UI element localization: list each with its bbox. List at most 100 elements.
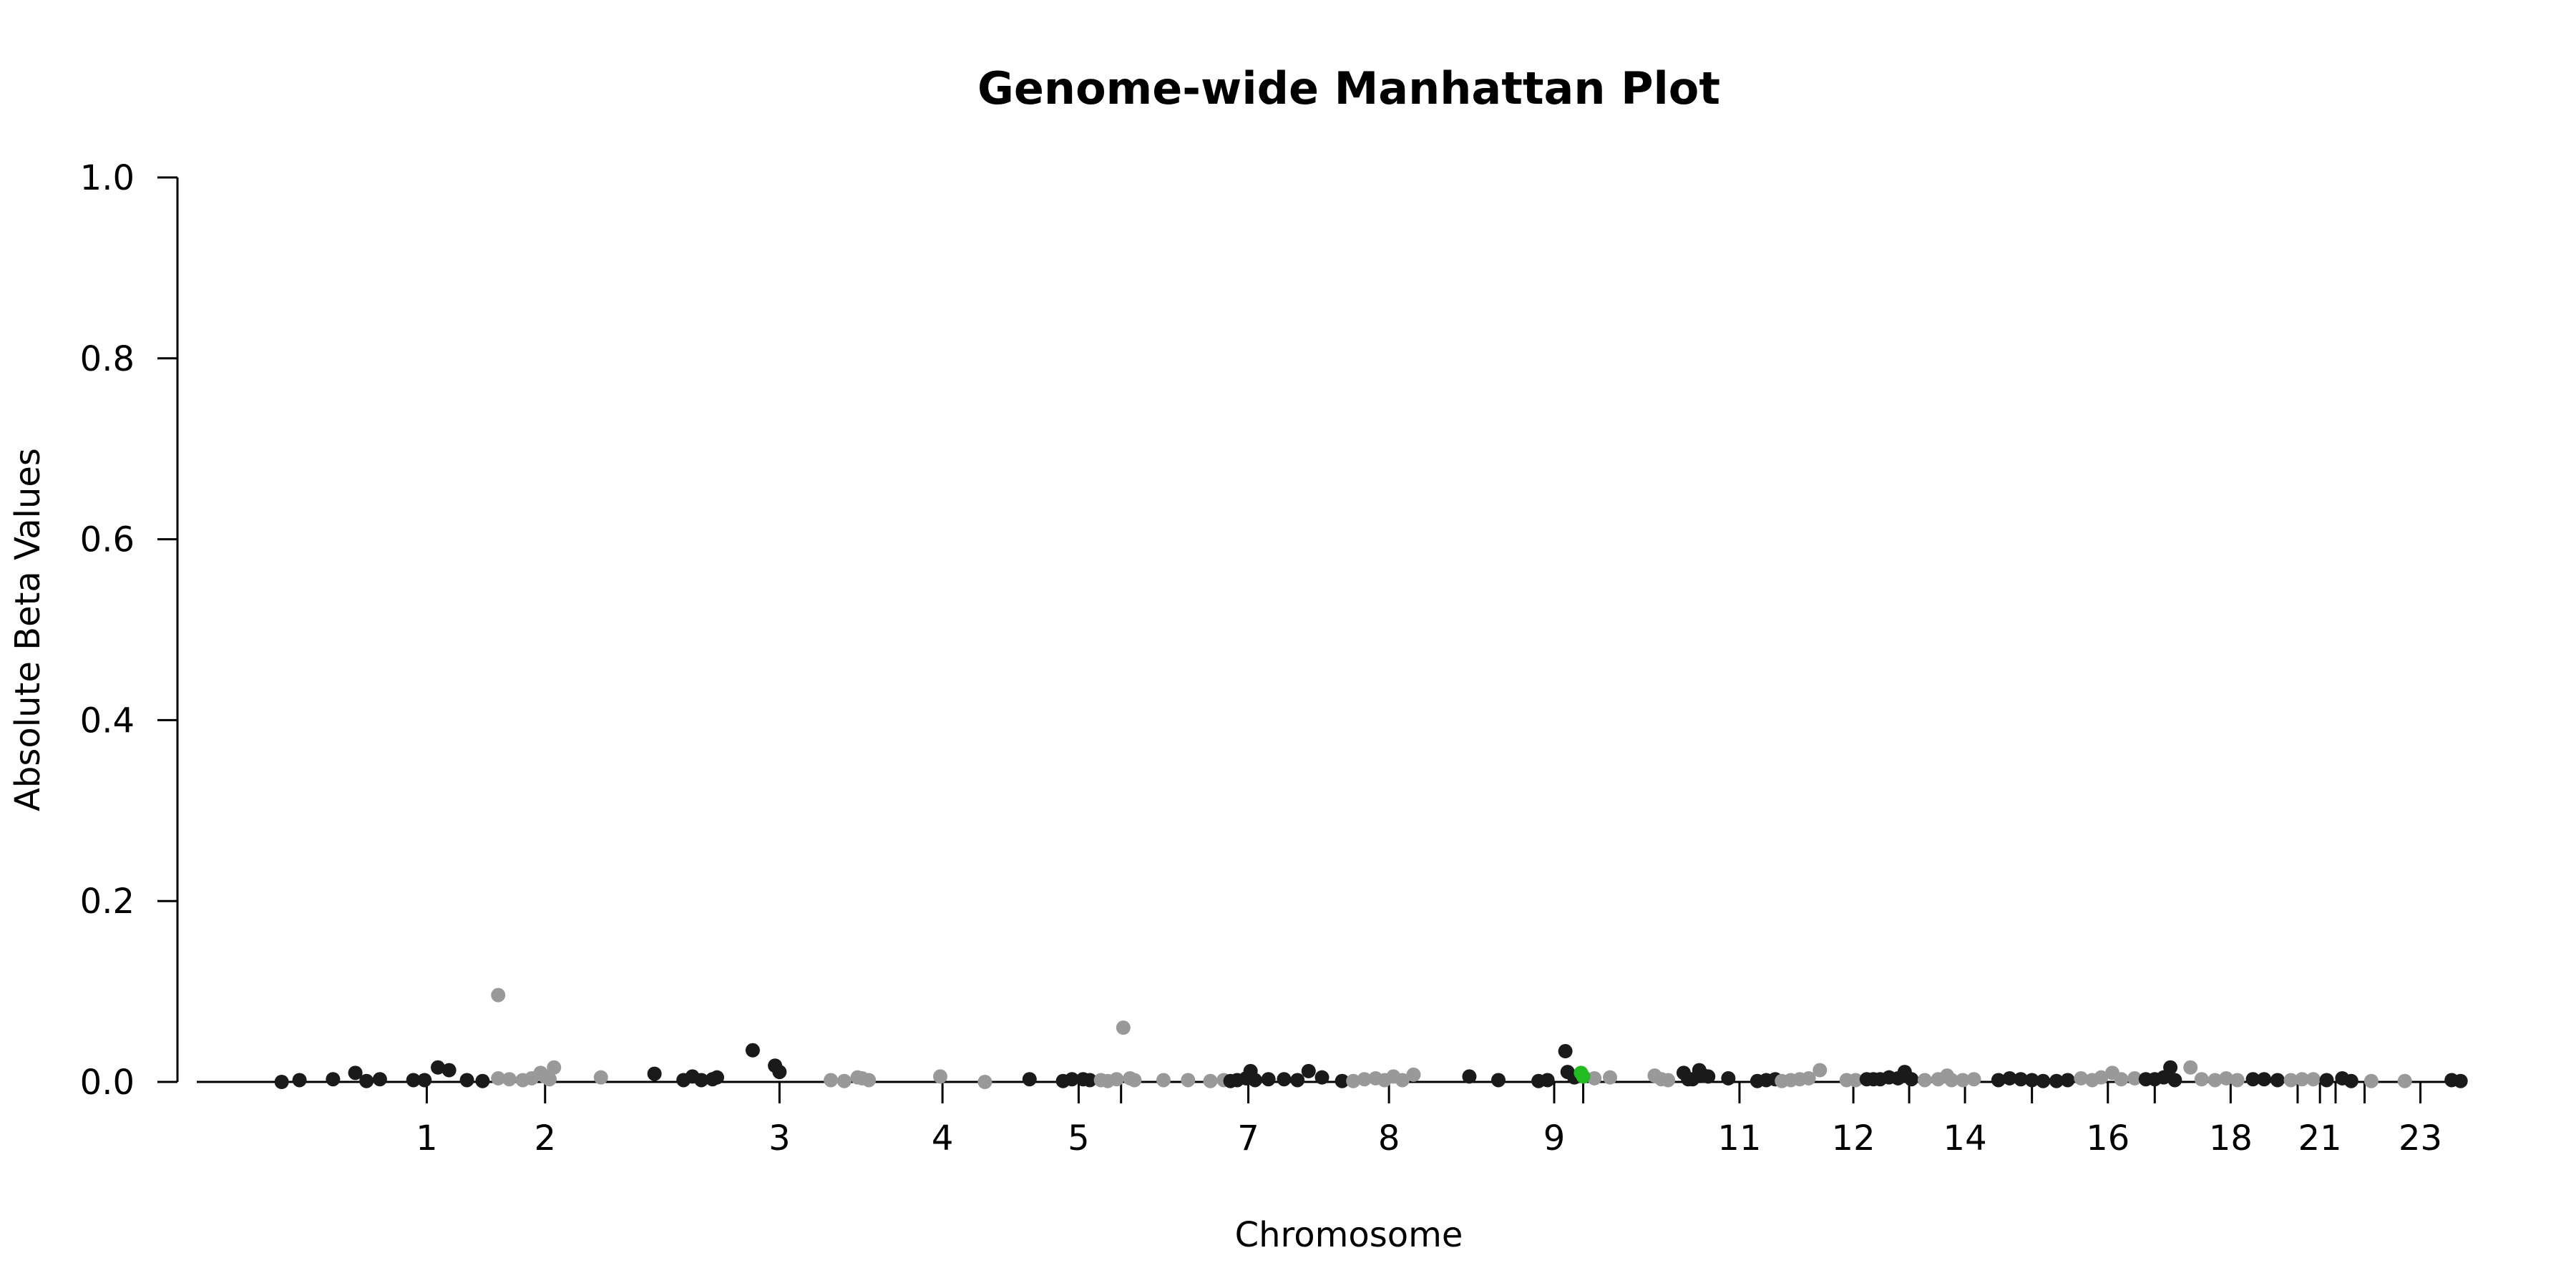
data-point <box>274 1075 289 1089</box>
data-point <box>836 1073 852 1088</box>
y-tick-label: 1.0 <box>80 158 135 198</box>
data-point <box>2002 1070 2017 1085</box>
data-point <box>2127 1070 2142 1085</box>
data-point <box>1181 1073 1196 1088</box>
x-tick-label: 2 <box>534 1118 556 1158</box>
data-point <box>542 1072 557 1087</box>
x-tick-label: 9 <box>1543 1118 1566 1158</box>
data-point <box>1335 1073 1350 1088</box>
data-point <box>1462 1069 1477 1084</box>
y-tick-label: 0.2 <box>80 882 135 922</box>
data-point <box>1301 1063 1316 1078</box>
data-point <box>2163 1060 2178 1075</box>
data-point <box>1966 1072 1981 1087</box>
data-point <box>1083 1073 1098 1088</box>
chart-title: Genome-wide Manhattan Plot <box>977 62 1720 114</box>
data-point <box>2167 1073 2182 1088</box>
data-point <box>1661 1073 1676 1088</box>
data-point <box>2283 1073 2298 1088</box>
data-point <box>2024 1073 2039 1088</box>
data-point <box>2245 1072 2260 1087</box>
x-axis: 1 2 3 4 5 7 8 9 11 12 14 16 18 21 23 <box>197 1080 2447 1158</box>
data-point <box>2060 1073 2075 1088</box>
data-point <box>824 1073 839 1088</box>
data-point <box>1261 1072 1276 1087</box>
data-point <box>359 1073 374 1088</box>
x-tick-label: 3 <box>769 1118 791 1158</box>
y-tick-label: 0.8 <box>80 339 135 379</box>
data-point <box>2094 1070 2109 1085</box>
data-point <box>1022 1072 1037 1087</box>
data-point <box>933 1069 947 1084</box>
x-tick-label: 8 <box>1378 1118 1400 1158</box>
x-tick-label: 16 <box>2086 1118 2129 1158</box>
data-point <box>1491 1073 1506 1088</box>
data-point <box>1558 1044 1573 1059</box>
data-point <box>348 1065 363 1080</box>
data-point <box>1277 1072 1292 1087</box>
data-point <box>1917 1073 1932 1088</box>
data-point <box>2319 1073 2334 1088</box>
data-point <box>2397 1073 2412 1088</box>
data-point <box>502 1072 517 1087</box>
data-point <box>2207 1073 2223 1088</box>
data-point <box>2036 1073 2051 1088</box>
data-point <box>1290 1073 1305 1088</box>
data-point <box>372 1072 387 1087</box>
data-point <box>1801 1070 1816 1085</box>
data-point <box>547 1060 562 1075</box>
y-tick-label: 0.4 <box>80 701 135 741</box>
data-point <box>1701 1069 1716 1084</box>
data-point <box>2194 1072 2209 1087</box>
data-point <box>1944 1073 1959 1088</box>
data-point <box>1904 1072 1919 1087</box>
data-point <box>292 1073 307 1088</box>
data-point <box>491 987 506 1002</box>
x-tick-label: 1 <box>416 1118 438 1158</box>
data-point <box>1357 1072 1372 1087</box>
data-point <box>2183 1060 2198 1075</box>
data-point <box>745 1043 760 1058</box>
data-point <box>2219 1070 2234 1085</box>
data-point <box>1156 1073 1171 1088</box>
data-point <box>1540 1073 1555 1088</box>
data-point <box>459 1073 474 1088</box>
highlighted-data-point <box>1576 1069 1591 1084</box>
data-point <box>1346 1073 1361 1088</box>
data-point <box>1848 1073 1863 1088</box>
data-point <box>2343 1073 2358 1088</box>
x-tick-label: 5 <box>1068 1118 1090 1158</box>
x-tick-label: 7 <box>1237 1118 1259 1158</box>
data-point <box>2074 1070 2089 1085</box>
y-tick-label: 0.0 <box>80 1063 135 1103</box>
data-point <box>2230 1073 2245 1088</box>
data-point <box>1065 1072 1080 1087</box>
x-tick-label: 14 <box>1943 1118 1987 1158</box>
y-axis-label: Absolute Beta Values <box>8 448 48 811</box>
data-point <box>2295 1072 2310 1087</box>
data-point <box>491 1070 506 1085</box>
x-tick-label: 12 <box>1832 1118 1875 1158</box>
data-point <box>977 1075 992 1089</box>
data-point <box>1955 1073 1970 1088</box>
x-tick-label: 11 <box>1717 1118 1761 1158</box>
data-point <box>1991 1073 2006 1088</box>
data-point <box>1395 1073 1410 1088</box>
data-point <box>710 1070 724 1085</box>
data-point <box>1109 1072 1124 1087</box>
data-point <box>406 1073 421 1088</box>
data-point <box>431 1060 445 1075</box>
data-point <box>1203 1073 1218 1088</box>
data-point <box>475 1073 490 1088</box>
data-point <box>1813 1063 1828 1078</box>
data-point <box>1247 1073 1262 1088</box>
y-axis: 0.0 0.2 0.4 0.6 0.8 1.0 <box>80 158 179 1103</box>
data-point <box>1406 1067 1421 1082</box>
data-point <box>441 1063 457 1078</box>
x-tick-label: 4 <box>932 1118 954 1158</box>
data-point <box>593 1070 608 1085</box>
x-axis-label: Chromosome <box>1235 1215 1463 1255</box>
data-point <box>2114 1072 2129 1087</box>
data-point <box>1587 1070 1602 1085</box>
